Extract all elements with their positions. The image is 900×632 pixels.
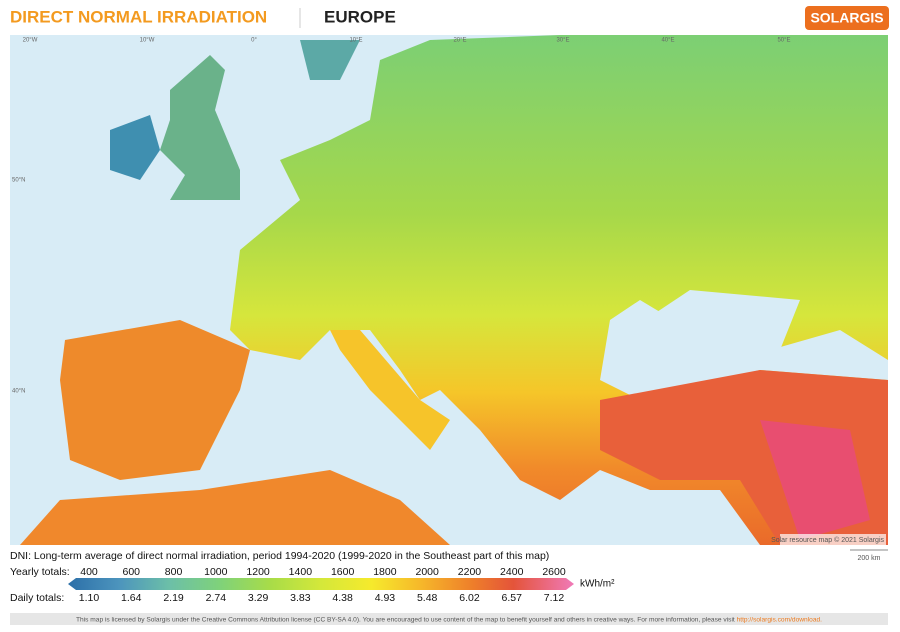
daily-value: 7.12	[544, 592, 565, 604]
north-africa	[20, 470, 450, 545]
daily-value: 2.19	[163, 592, 184, 604]
daily-value: 2.74	[206, 592, 227, 604]
daily-value: 3.83	[290, 592, 311, 604]
daily-value: 3.29	[248, 592, 269, 604]
yearly-value: 2200	[458, 566, 482, 578]
britain	[160, 55, 240, 200]
italy	[330, 330, 450, 450]
lon-label: 0°	[251, 38, 257, 44]
lon-label: 10°E	[349, 38, 362, 44]
region: EUROPE	[324, 7, 396, 26]
daily-value: 4.38	[332, 592, 353, 604]
yearly-value: 2600	[542, 566, 566, 578]
map: Solar resource map © 2021 Solargis	[10, 35, 888, 545]
yearly-value: 2400	[500, 566, 524, 578]
yearly-value: 1800	[373, 566, 397, 578]
daily-value: 1.10	[79, 592, 100, 604]
lat-label: 40°N	[12, 389, 25, 395]
daily-value: 6.02	[459, 592, 480, 604]
lon-label: 20°W	[23, 38, 38, 44]
yearly-value: 1000	[204, 566, 228, 578]
yearly-value: 600	[123, 566, 141, 578]
legend-description: DNI: Long-term average of direct normal …	[10, 550, 549, 562]
brand-badge	[805, 6, 889, 30]
footer: This map is licensed by Solargis under t…	[76, 616, 822, 623]
scale-label: 200 km	[858, 555, 881, 562]
credit: Solar resource map © 2021 Solargis	[771, 536, 884, 544]
footer-link[interactable]: http://solargis.com/download.	[737, 616, 823, 623]
daily-label: Daily totals:	[10, 592, 64, 604]
daily-value: 1.64	[121, 592, 142, 604]
daily-value: 6.57	[502, 592, 523, 604]
title: DIRECT NORMAL IRRADIATION	[10, 7, 267, 26]
daily-value: 4.93	[375, 592, 396, 604]
lat-label: 50°N	[12, 178, 25, 184]
lon-label: 50°E	[777, 38, 790, 44]
yearly-value: 2000	[416, 566, 440, 578]
yearly-value: 1400	[289, 566, 313, 578]
brand: SOLARGIS	[810, 10, 883, 26]
yearly-value: 400	[80, 566, 98, 578]
hotspot	[760, 420, 870, 540]
color-bar	[68, 578, 574, 590]
daily-value: 5.48	[417, 592, 438, 604]
yearly-label: Yearly totals:	[10, 566, 70, 578]
footer-text: This map is licensed by Solargis under t…	[76, 616, 735, 623]
lon-label: 20°E	[453, 38, 466, 44]
ireland	[110, 115, 160, 180]
lon-label: 10°W	[140, 38, 155, 44]
unit: kWh/m²	[580, 579, 615, 590]
yearly-value: 800	[165, 566, 183, 578]
black-sea	[630, 290, 800, 360]
yearly-value: 1600	[331, 566, 355, 578]
iberia	[60, 320, 250, 480]
norway	[300, 40, 360, 80]
yearly-value: 1200	[246, 566, 270, 578]
credit-bg	[780, 534, 886, 545]
lon-label: 40°E	[661, 38, 674, 44]
footer-bar	[10, 613, 888, 625]
lon-label: 30°E	[556, 38, 569, 44]
